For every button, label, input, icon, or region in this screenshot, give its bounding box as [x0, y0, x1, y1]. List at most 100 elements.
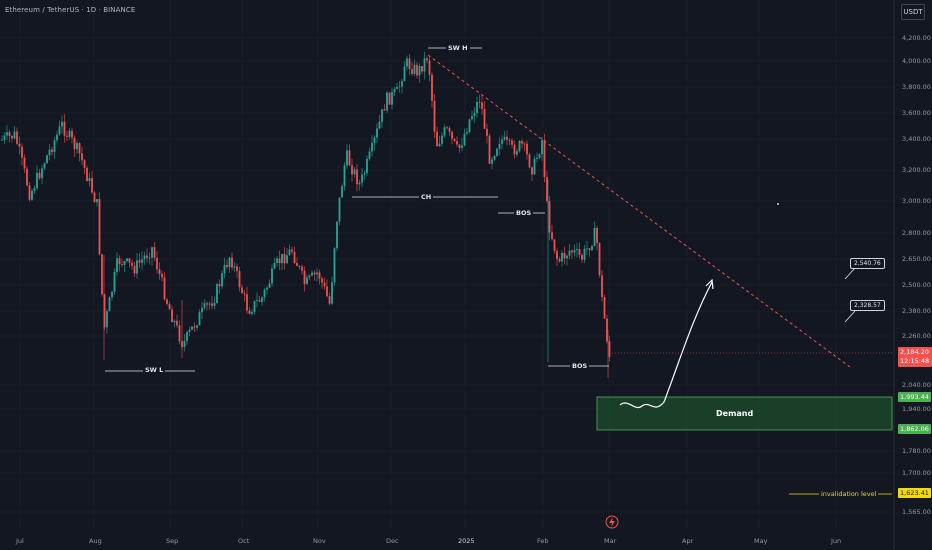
candle-body: [283, 253, 286, 264]
candle-body: [438, 143, 441, 147]
candle-body: [401, 81, 403, 87]
candle-body: [138, 260, 141, 263]
candle-body: [518, 140, 521, 152]
candle-body: [471, 115, 473, 120]
candle-body: [136, 260, 138, 274]
projected-path-arrow[interactable]: [619, 281, 713, 408]
candle-body: [576, 249, 578, 251]
candle-body: [268, 283, 271, 288]
candle-body: [593, 227, 596, 247]
demand-bottom-tag[interactable]: 1,862.06: [898, 424, 931, 434]
candle-body: [273, 262, 276, 269]
candle-body: [171, 309, 173, 323]
candle-body: [541, 140, 543, 155]
candle-body: [123, 261, 126, 265]
candle-body: [491, 159, 493, 164]
candle-body: [111, 291, 113, 298]
bos-label: BOS: [514, 209, 534, 217]
candle-body: [76, 143, 78, 150]
candle-body: [178, 325, 181, 342]
price-label: 3,200.00: [902, 166, 931, 174]
candle-body: [378, 121, 381, 129]
target-callout-low[interactable]: 2,328.57: [850, 300, 885, 311]
candle-body: [571, 250, 573, 253]
candle-body: [343, 165, 346, 187]
candle-body: [366, 158, 368, 174]
candle-body: [446, 127, 448, 129]
lightning-icon[interactable]: [605, 515, 619, 529]
candle-body: [603, 297, 606, 319]
descending-trendline[interactable]: [427, 54, 851, 368]
candle-body: [388, 92, 391, 105]
candle-body: [83, 160, 86, 168]
price-label: 2,260.00: [902, 332, 931, 340]
time-label: Jun: [831, 537, 842, 545]
candle-body: [298, 266, 301, 267]
demand-top-tag[interactable]: 1,993.44: [898, 392, 931, 402]
candle-body: [241, 287, 243, 294]
candle-body: [301, 266, 303, 271]
candle-body: [468, 119, 471, 133]
candle-body: [41, 168, 43, 179]
candle-body: [351, 165, 353, 175]
candle-body: [353, 169, 356, 175]
candle-body: [233, 266, 236, 268]
price-label: 3,000.00: [902, 197, 931, 205]
time-label: 2025: [458, 537, 475, 545]
candle-body: [311, 272, 313, 276]
price-label: 1,780.00: [902, 447, 931, 455]
candle-body: [543, 140, 546, 178]
candle-body: [458, 144, 461, 148]
current-price-tag[interactable]: 2,184.20 12:15:48: [898, 347, 932, 367]
candle-body: [51, 149, 53, 152]
price-label: 3,400.00: [902, 135, 931, 143]
candle-body: [498, 143, 501, 149]
candle-body: [121, 264, 123, 265]
price-label: 3,600.00: [902, 109, 931, 117]
candle-body: [303, 270, 306, 285]
candle-body: [548, 201, 551, 233]
candle-body: [238, 271, 241, 288]
candle-body: [508, 139, 511, 141]
time-label: Jul: [16, 537, 24, 545]
price-label: 2,800.00: [902, 229, 931, 237]
candle-body: [348, 150, 351, 166]
candle-body: [478, 101, 481, 103]
candle-body: [101, 254, 103, 295]
currency-button[interactable]: USDT: [901, 4, 925, 20]
candle-body: [256, 300, 258, 301]
candle-body: [3, 135, 6, 140]
candle-body: [206, 303, 208, 305]
invalidation-tag[interactable]: 1,623.41: [898, 488, 931, 498]
candle-body: [278, 258, 281, 264]
candle-body: [501, 139, 503, 144]
candle-body: [601, 275, 603, 298]
candle-body: [296, 263, 298, 267]
candle-body: [126, 258, 128, 262]
candle-body: [31, 190, 33, 200]
candle-body: [396, 86, 398, 90]
candle-body: [81, 153, 83, 161]
candle-body: [608, 341, 611, 357]
price-label: 2,650.00: [902, 255, 931, 263]
callout-pointer-1: [844, 267, 856, 280]
candle-body: [46, 155, 48, 164]
candle-body: [381, 109, 383, 122]
candle-body: [421, 65, 423, 72]
candle-body: [461, 145, 463, 148]
candle-body: [153, 247, 156, 258]
candle-body: [128, 258, 131, 263]
candle-body: [321, 278, 323, 283]
target-callout-high[interactable]: 2,540.76: [850, 258, 885, 269]
candle-body: [336, 221, 338, 249]
candle-body: [143, 255, 146, 260]
candle-body: [453, 138, 456, 142]
candle-body: [158, 269, 161, 274]
candle-body: [43, 163, 46, 169]
candle-body: [293, 251, 296, 264]
candle-body: [443, 127, 446, 136]
candle-body: [431, 74, 433, 101]
demand-zone[interactable]: [596, 396, 893, 431]
current-price-value: 2,184.20: [900, 348, 929, 356]
